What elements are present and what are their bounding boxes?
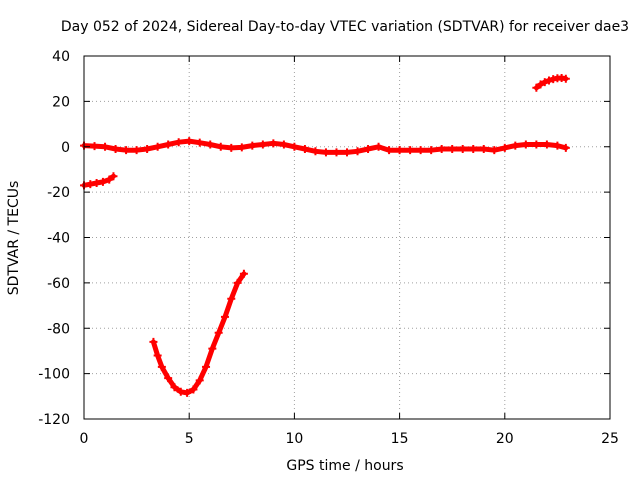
- data-point: [98, 177, 107, 186]
- data-point: [521, 140, 530, 149]
- y-tick-label: 0: [61, 140, 70, 156]
- y-tick-label: 40: [52, 49, 70, 65]
- data-point: [500, 143, 509, 152]
- x-tick-label: 15: [391, 431, 409, 447]
- y-tick-label: -40: [47, 231, 70, 247]
- data-point: [157, 362, 166, 371]
- x-tick-label: 20: [496, 431, 514, 447]
- data-point: [101, 142, 110, 151]
- data-point: [183, 388, 192, 397]
- data-point: [220, 312, 229, 321]
- data-point: [544, 76, 553, 85]
- data-point: [185, 137, 194, 146]
- data-point: [195, 138, 204, 147]
- x-tick-label: 10: [285, 431, 303, 447]
- data-point: [540, 78, 549, 87]
- data-point: [132, 146, 141, 155]
- data-point: [90, 142, 99, 151]
- data-point: [92, 179, 101, 188]
- data-point: [561, 74, 570, 83]
- data-point: [143, 145, 152, 154]
- data-point: [437, 145, 446, 154]
- data-point: [311, 147, 320, 156]
- y-tick-label: -80: [47, 321, 70, 337]
- data-point: [406, 146, 415, 155]
- data-point: [374, 142, 383, 151]
- data-point: [536, 80, 545, 89]
- data-point: [216, 142, 225, 151]
- x-tick-label: 5: [185, 431, 194, 447]
- chart-title: Day 052 of 2024, Sidereal Day-to-day VTE…: [61, 19, 629, 35]
- data-point: [364, 145, 373, 154]
- data-point: [111, 145, 120, 154]
- data-point: [176, 387, 185, 396]
- data-point: [353, 147, 362, 156]
- data-point: [458, 145, 467, 154]
- y-axis-title: SDTVAR / TECUs: [6, 181, 22, 296]
- data-point: [105, 175, 114, 184]
- data-point: [279, 140, 288, 149]
- data-point: [206, 140, 215, 149]
- data-point: [214, 328, 223, 337]
- data-point: [258, 140, 267, 149]
- y-tick-label: -60: [47, 276, 70, 292]
- data-point: [164, 140, 173, 149]
- data-point: [321, 148, 330, 157]
- data-point: [490, 146, 499, 155]
- data-point: [170, 383, 179, 392]
- data-point: [109, 172, 118, 181]
- x-tick-label: 25: [601, 431, 619, 447]
- data-point: [511, 141, 520, 150]
- data-point: [208, 344, 217, 353]
- data-point: [227, 294, 236, 303]
- data-point: [233, 278, 242, 287]
- series-trace-deep-dip: [150, 271, 247, 396]
- data-point: [227, 143, 236, 152]
- data-point: [416, 146, 425, 155]
- data-point: [448, 145, 457, 154]
- data-point: [469, 145, 478, 154]
- grid-layer: [84, 56, 610, 419]
- data-layer: [80, 74, 570, 397]
- data-point: [542, 140, 551, 149]
- data-point: [122, 146, 131, 155]
- data-point: [395, 146, 404, 155]
- data-point: [427, 146, 436, 155]
- data-point: [86, 180, 95, 189]
- data-point: [189, 385, 198, 394]
- data-point: [202, 362, 211, 371]
- data-point: [239, 269, 248, 278]
- tick-layer: 0 5 10 15 20 25 -120 -100 -80 -60 -40 -20 0 20 40: [38, 49, 619, 447]
- data-point: [479, 145, 488, 154]
- y-tick-label: -20: [47, 185, 70, 201]
- y-tick-label: -100: [38, 367, 70, 383]
- data-point: [561, 143, 570, 152]
- data-point: [290, 142, 299, 151]
- data-point: [195, 376, 204, 385]
- data-point: [248, 141, 257, 150]
- data-point: [149, 337, 158, 346]
- x-axis-title: GPS time / hours: [286, 458, 403, 474]
- data-point: [532, 140, 541, 149]
- x-tick-label: 0: [80, 431, 89, 447]
- data-point: [385, 146, 394, 155]
- data-point: [237, 143, 246, 152]
- y-tick-label: -120: [38, 412, 70, 428]
- data-point: [300, 145, 309, 154]
- y-tick-label: 20: [52, 94, 70, 110]
- data-point: [269, 139, 278, 148]
- data-point: [174, 138, 183, 147]
- data-point: [343, 148, 351, 157]
- data-point: [532, 83, 541, 92]
- data-point: [164, 374, 173, 383]
- data-point: [332, 148, 341, 157]
- data-point: [153, 351, 162, 360]
- data-point: [553, 141, 562, 150]
- data-point: [153, 142, 162, 151]
